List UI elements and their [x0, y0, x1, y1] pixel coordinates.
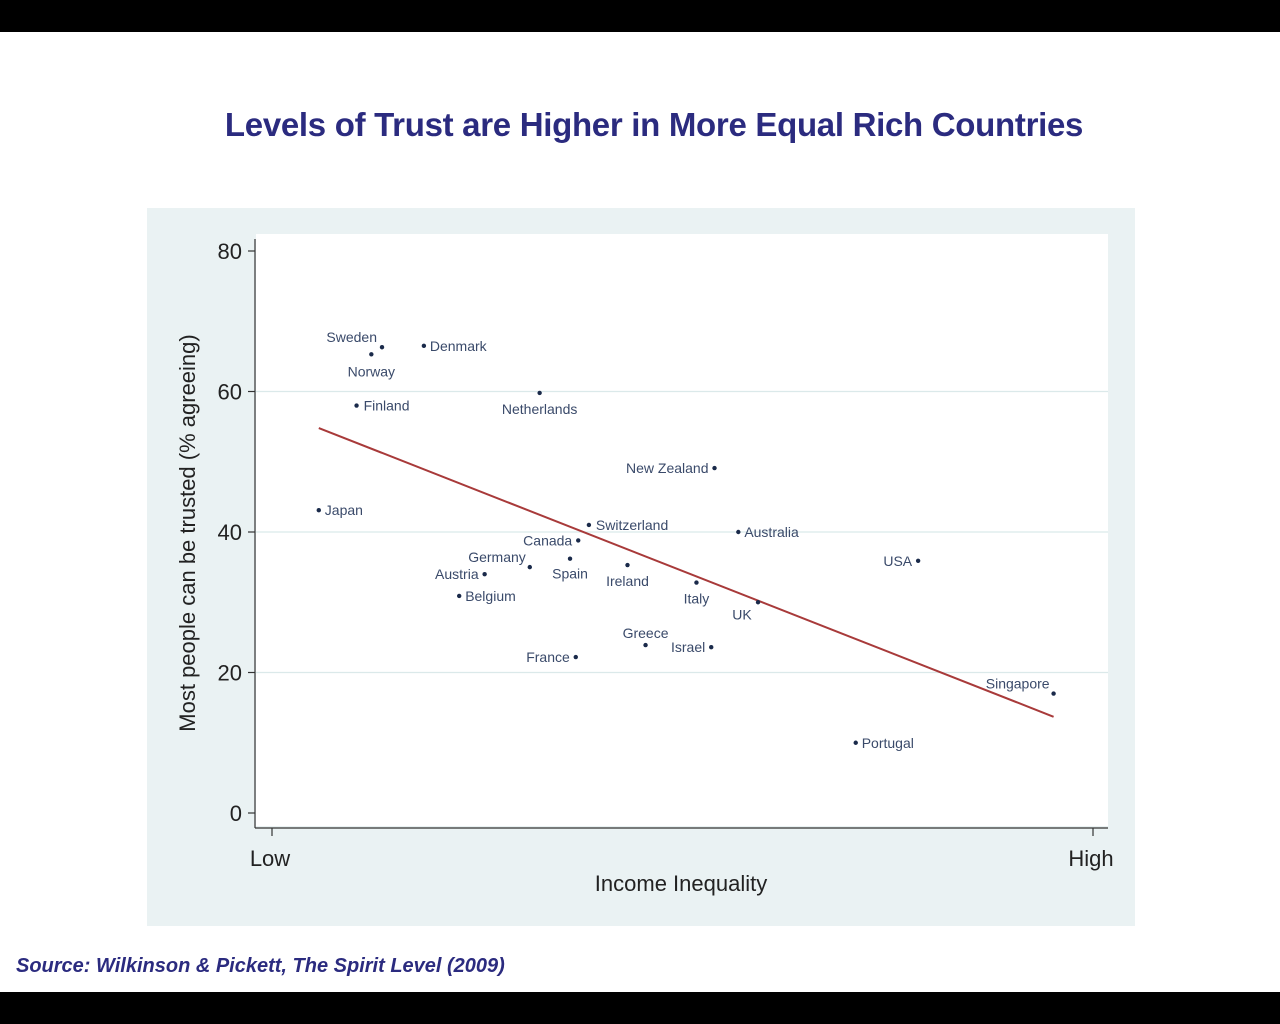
- top-black-bar: [0, 0, 1280, 32]
- data-point: [456, 593, 462, 599]
- point-label: Norway: [348, 363, 395, 379]
- point-label: Greece: [623, 625, 669, 641]
- chart-panel: 0 20 40 60 80 Low High Income Inequality Most pe…: [147, 208, 1135, 926]
- data-point: [712, 465, 717, 471]
- data-point: [709, 645, 714, 650]
- point-label: Belgium: [465, 588, 516, 604]
- data-point: [369, 352, 374, 357]
- point-label: Japan: [325, 502, 363, 518]
- data-point: [625, 562, 630, 568]
- data-point: [915, 558, 921, 564]
- point-label: USA: [883, 553, 912, 569]
- data-point: [316, 508, 321, 513]
- x-tick-label: Low: [250, 846, 290, 871]
- y-tick-label: 40: [218, 520, 242, 545]
- data-point: [573, 654, 578, 660]
- plot-area: [256, 234, 1108, 826]
- data-point: [482, 571, 487, 577]
- y-tick-label: 80: [218, 239, 242, 264]
- point-label: Netherlands: [502, 401, 578, 417]
- data-point: [379, 345, 385, 350]
- data-point: [537, 390, 542, 396]
- y-axis-title: Most people can be trusted (% agreeing): [175, 334, 200, 731]
- point-label: Denmark: [430, 338, 488, 354]
- point-label: Canada: [523, 532, 572, 548]
- slide-title: Levels of Trust are Higher in More Equal…: [224, 106, 1084, 143]
- y-tick-label: 60: [218, 380, 242, 405]
- y-tick-label: 0: [230, 801, 242, 826]
- source-citation: Source: Wilkinson & Pickett, The Spirit …: [16, 955, 505, 977]
- point-label: Israel: [671, 639, 705, 655]
- bottom-black-bar: [0, 992, 1280, 1024]
- point-label: Singapore: [986, 676, 1050, 692]
- point-label: Spain: [552, 566, 588, 582]
- point-label: Sweden: [326, 329, 377, 345]
- scatter-chart: 0 20 40 60 80 Low High Income Inequality Most pe…: [175, 234, 1114, 896]
- x-tick-label: High: [1068, 846, 1113, 871]
- data-point: [421, 343, 427, 349]
- y-tick-label: 20: [218, 661, 242, 686]
- data-point: [354, 403, 359, 408]
- data-point: [736, 529, 741, 535]
- data-point: [527, 564, 532, 570]
- data-point: [694, 580, 699, 585]
- point-label: Switzerland: [596, 517, 668, 533]
- data-point: [643, 642, 648, 648]
- point-label: France: [526, 649, 570, 665]
- data-point: [853, 740, 858, 745]
- point-label: Germany: [468, 549, 526, 565]
- point-label: Austria: [435, 566, 479, 582]
- point-label: Portugal: [862, 735, 914, 751]
- data-point: [1051, 691, 1056, 696]
- data-point: [576, 538, 581, 543]
- point-label: New Zealand: [626, 460, 709, 476]
- point-label: Finland: [364, 398, 410, 414]
- trend-line: [318, 427, 1054, 718]
- x-axis-title: Income Inequality: [595, 871, 767, 896]
- point-label: Italy: [684, 591, 710, 607]
- point-label: Ireland: [606, 573, 649, 589]
- data-point: [755, 600, 761, 605]
- point-label: UK: [732, 606, 752, 622]
- data-point: [586, 522, 592, 528]
- data-point: [567, 556, 573, 561]
- point-label: Australia: [744, 524, 799, 540]
